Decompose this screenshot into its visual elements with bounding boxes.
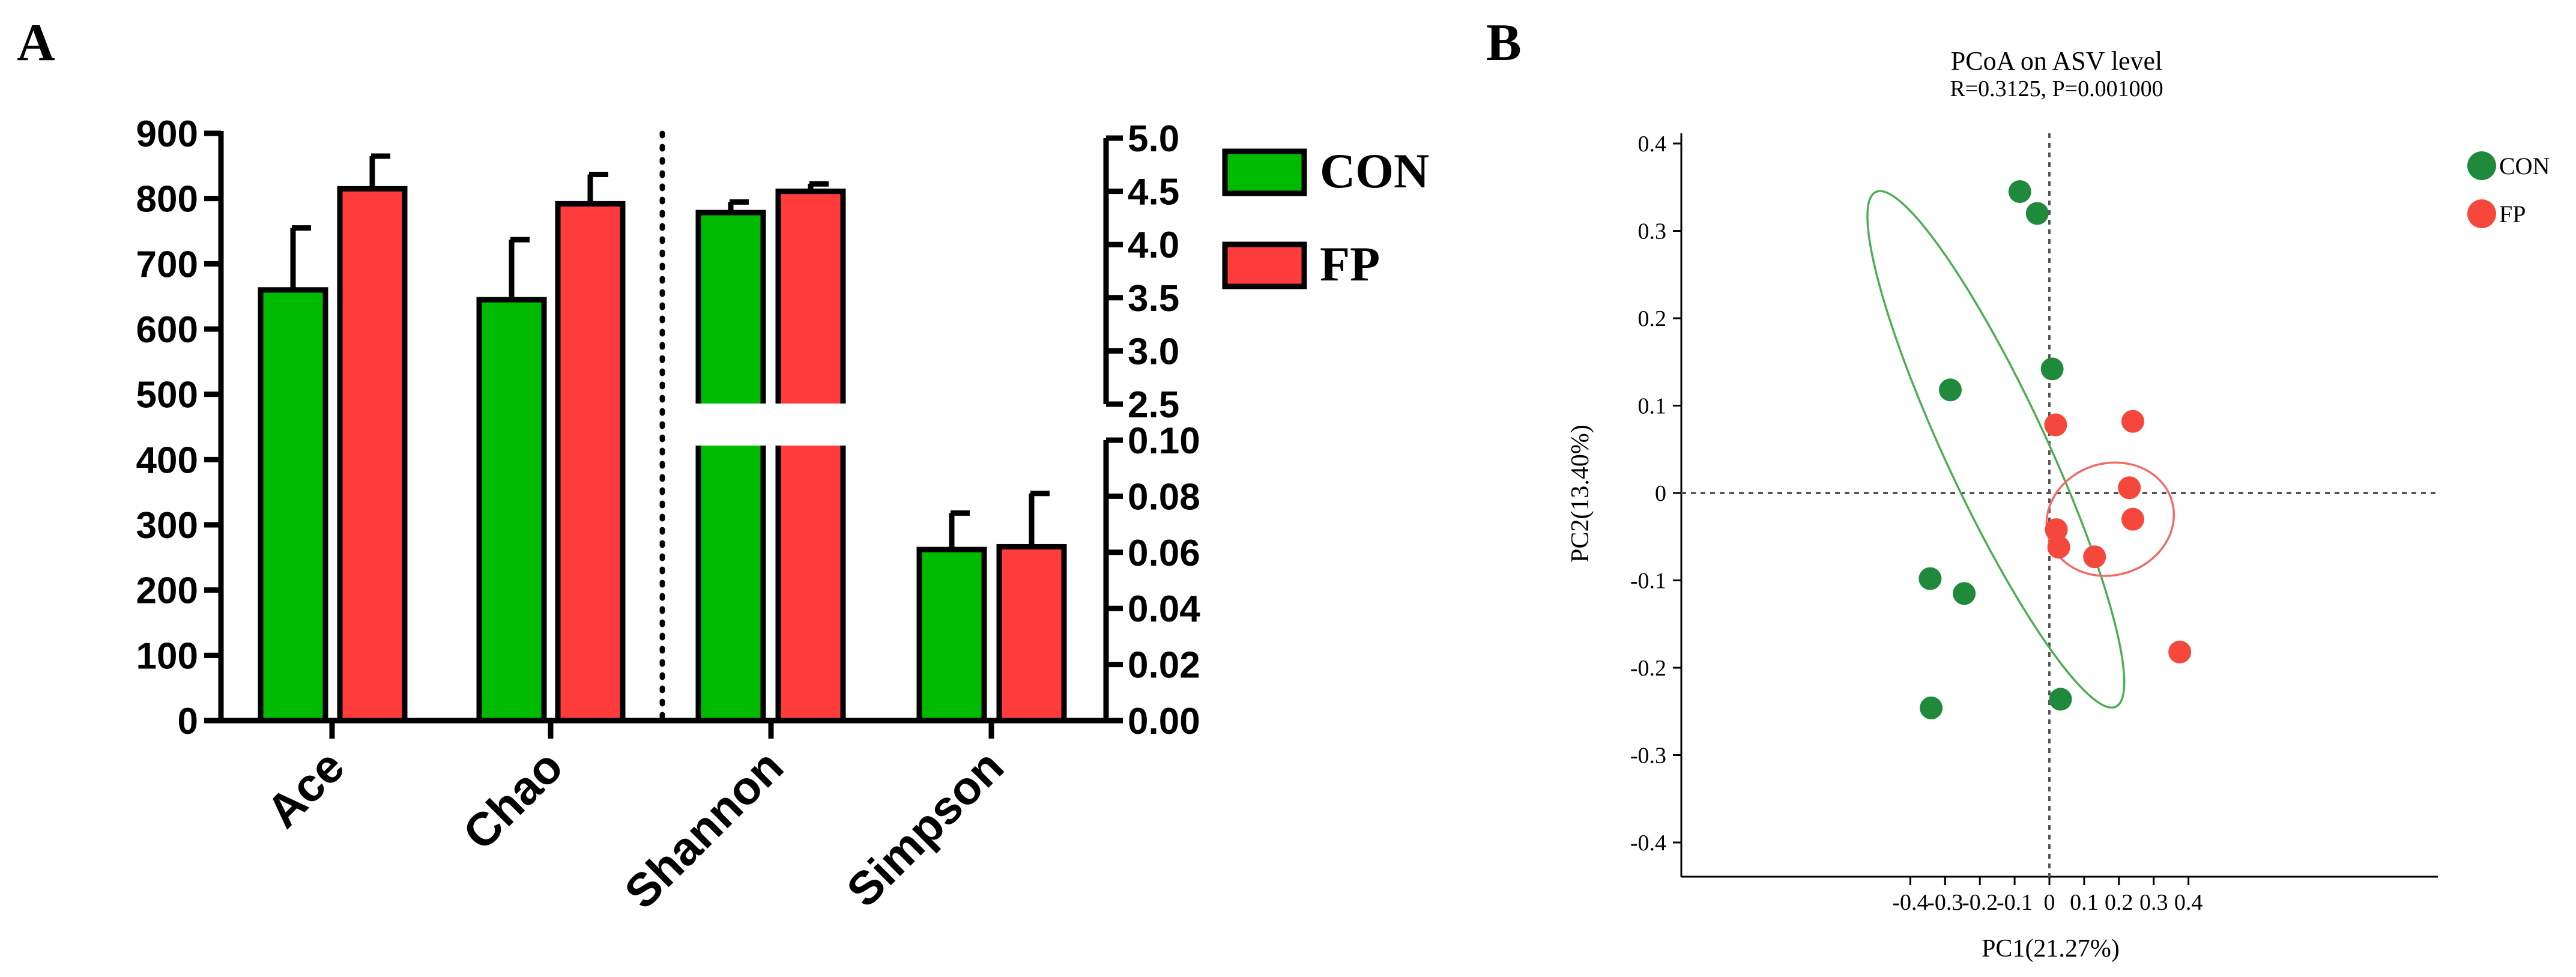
left-axis-tick-label: 100 [136, 635, 198, 677]
x-tick-label: 0.2 [2105, 890, 2133, 915]
chart-subtitle: R=0.3125, P=0.001000 [1950, 76, 2163, 101]
x-tick-label: 0.1 [2070, 890, 2099, 915]
legend-a: CON FP [1222, 144, 1429, 291]
point-con [2040, 357, 2064, 381]
x-tick-label: -0.3 [1927, 890, 1963, 915]
y-tick-label: -0.3 [1630, 743, 1666, 769]
left-axis-tick-label: 300 [136, 505, 198, 546]
right-upper-axis-tick-label: 5.0 [1128, 118, 1179, 160]
legend-b: CON FP [2467, 151, 2550, 228]
right-lower-axis-tick-label: 0.04 [1128, 588, 1200, 630]
legend-swatch-con [1222, 148, 1307, 196]
y-tick-label: -0.4 [1630, 830, 1666, 856]
axis-break-gap [685, 404, 859, 446]
left-axis-tick-label: 900 [136, 113, 198, 155]
legend-label-fp: FP [2499, 201, 2526, 228]
point-fp [2121, 507, 2144, 531]
left-axis-tick-label: 800 [136, 179, 198, 220]
right-lower-axis-tick-label: 0.02 [1128, 645, 1200, 686]
y-tick-label: 0.1 [1638, 394, 1667, 419]
category-label: Simpson [836, 740, 1014, 917]
y-tick-label: 0.4 [1638, 132, 1667, 157]
bar-fp-chao [555, 201, 626, 724]
x-tick-label: 0.4 [2174, 890, 2203, 915]
left-axis-tick-label: 500 [136, 375, 198, 416]
right-lower-axis-tick-label: 0.08 [1128, 476, 1200, 518]
y-tick-label: 0.2 [1638, 306, 1667, 331]
category-label: Chao [453, 740, 573, 860]
x-tick-label: -0.4 [1892, 890, 1928, 915]
confidence-ellipse-con [1866, 190, 2126, 709]
x-tick-label: -0.2 [1962, 890, 1998, 915]
bar-fp-simpson [996, 543, 1067, 724]
point-con [2025, 202, 2049, 225]
point-fp [2045, 518, 2068, 542]
point-con [2008, 180, 2031, 204]
right-lower-axis-tick-label: 0.10 [1128, 420, 1200, 462]
point-fp [2047, 536, 2070, 559]
category-label: Shannon [614, 740, 793, 919]
left-axis-tick-label: 200 [136, 570, 198, 612]
right-upper-axis-tick-label: 2.5 [1128, 384, 1179, 426]
y-tick-label: -0.2 [1630, 656, 1666, 681]
panel-a-alpha-diversity-bar-chart: A 0 100 200 300 400 500 600 700 800 900 2.5 3.0 3.5 4… [17, 14, 1429, 919]
bar-con-ace [258, 287, 328, 724]
bar-con-chao [476, 297, 547, 724]
point-fp [2044, 413, 2067, 437]
point-fp [2118, 476, 2141, 500]
panel-b-pcoa-scatter: B PCoA on ASV level R=0.3125, P=0.001000… [1486, 14, 2550, 963]
point-con [1938, 378, 1962, 402]
panel-label-b: B [1486, 14, 1522, 72]
y-tick-label: -0.1 [1630, 569, 1666, 594]
x-tick-label: 0 [2044, 890, 2055, 915]
right-upper-axis-tick-label: 4.0 [1128, 225, 1179, 266]
right-lower-axis-tick-label: 0.00 [1128, 701, 1200, 742]
y-tick-label: 0 [1655, 481, 1666, 506]
right-lower-axis-tick-label: 0.06 [1128, 533, 1200, 574]
point-fp [2083, 545, 2106, 569]
point-con [2049, 688, 2072, 711]
point-fp [2168, 640, 2192, 664]
y-axis-label: PC2(13.40%) [1567, 425, 1594, 563]
legend-marker-fp [2467, 199, 2496, 228]
point-fp [2121, 410, 2144, 433]
legend-label-con: CON [1320, 144, 1429, 198]
bar-fp-ace [337, 186, 408, 724]
right-upper-axis-tick-label: 3.5 [1128, 278, 1179, 319]
right-upper-axis-tick-label: 4.5 [1128, 172, 1179, 213]
bar-fp-shannon [775, 189, 846, 724]
legend-label-fp: FP [1320, 237, 1380, 291]
x-axis-label: PC1(21.27%) [1982, 935, 2120, 963]
point-con [1918, 567, 1942, 590]
category-label: Ace [256, 740, 354, 838]
legend-label-con: CON [2499, 153, 2550, 180]
chart-title: PCoA on ASV level [1951, 46, 2162, 76]
left-axis-tick-label: 600 [136, 309, 198, 351]
left-axis-tick-label: 400 [136, 440, 198, 481]
legend-marker-con [2467, 151, 2496, 180]
bar-con-simpson [916, 546, 987, 724]
x-tick-label: 0.3 [2139, 890, 2168, 915]
point-con [1953, 582, 1976, 605]
right-upper-axis-tick-label: 3.0 [1128, 331, 1179, 372]
point-con [1920, 696, 1943, 719]
bar-con-shannon [695, 210, 766, 724]
legend-swatch-fp [1222, 241, 1307, 289]
plot-area: -0.4-0.3-0.2-0.1 0 0.1 0.2 0.3 0.40.40.30.20.… [1630, 132, 2438, 915]
left-axis-tick-label: 700 [136, 244, 198, 285]
left-axis-tick-label: 0 [178, 701, 198, 742]
y-tick-label: 0.3 [1638, 219, 1667, 244]
panel-label-a: A [17, 14, 55, 72]
x-tick-label: -0.1 [1997, 890, 2033, 915]
